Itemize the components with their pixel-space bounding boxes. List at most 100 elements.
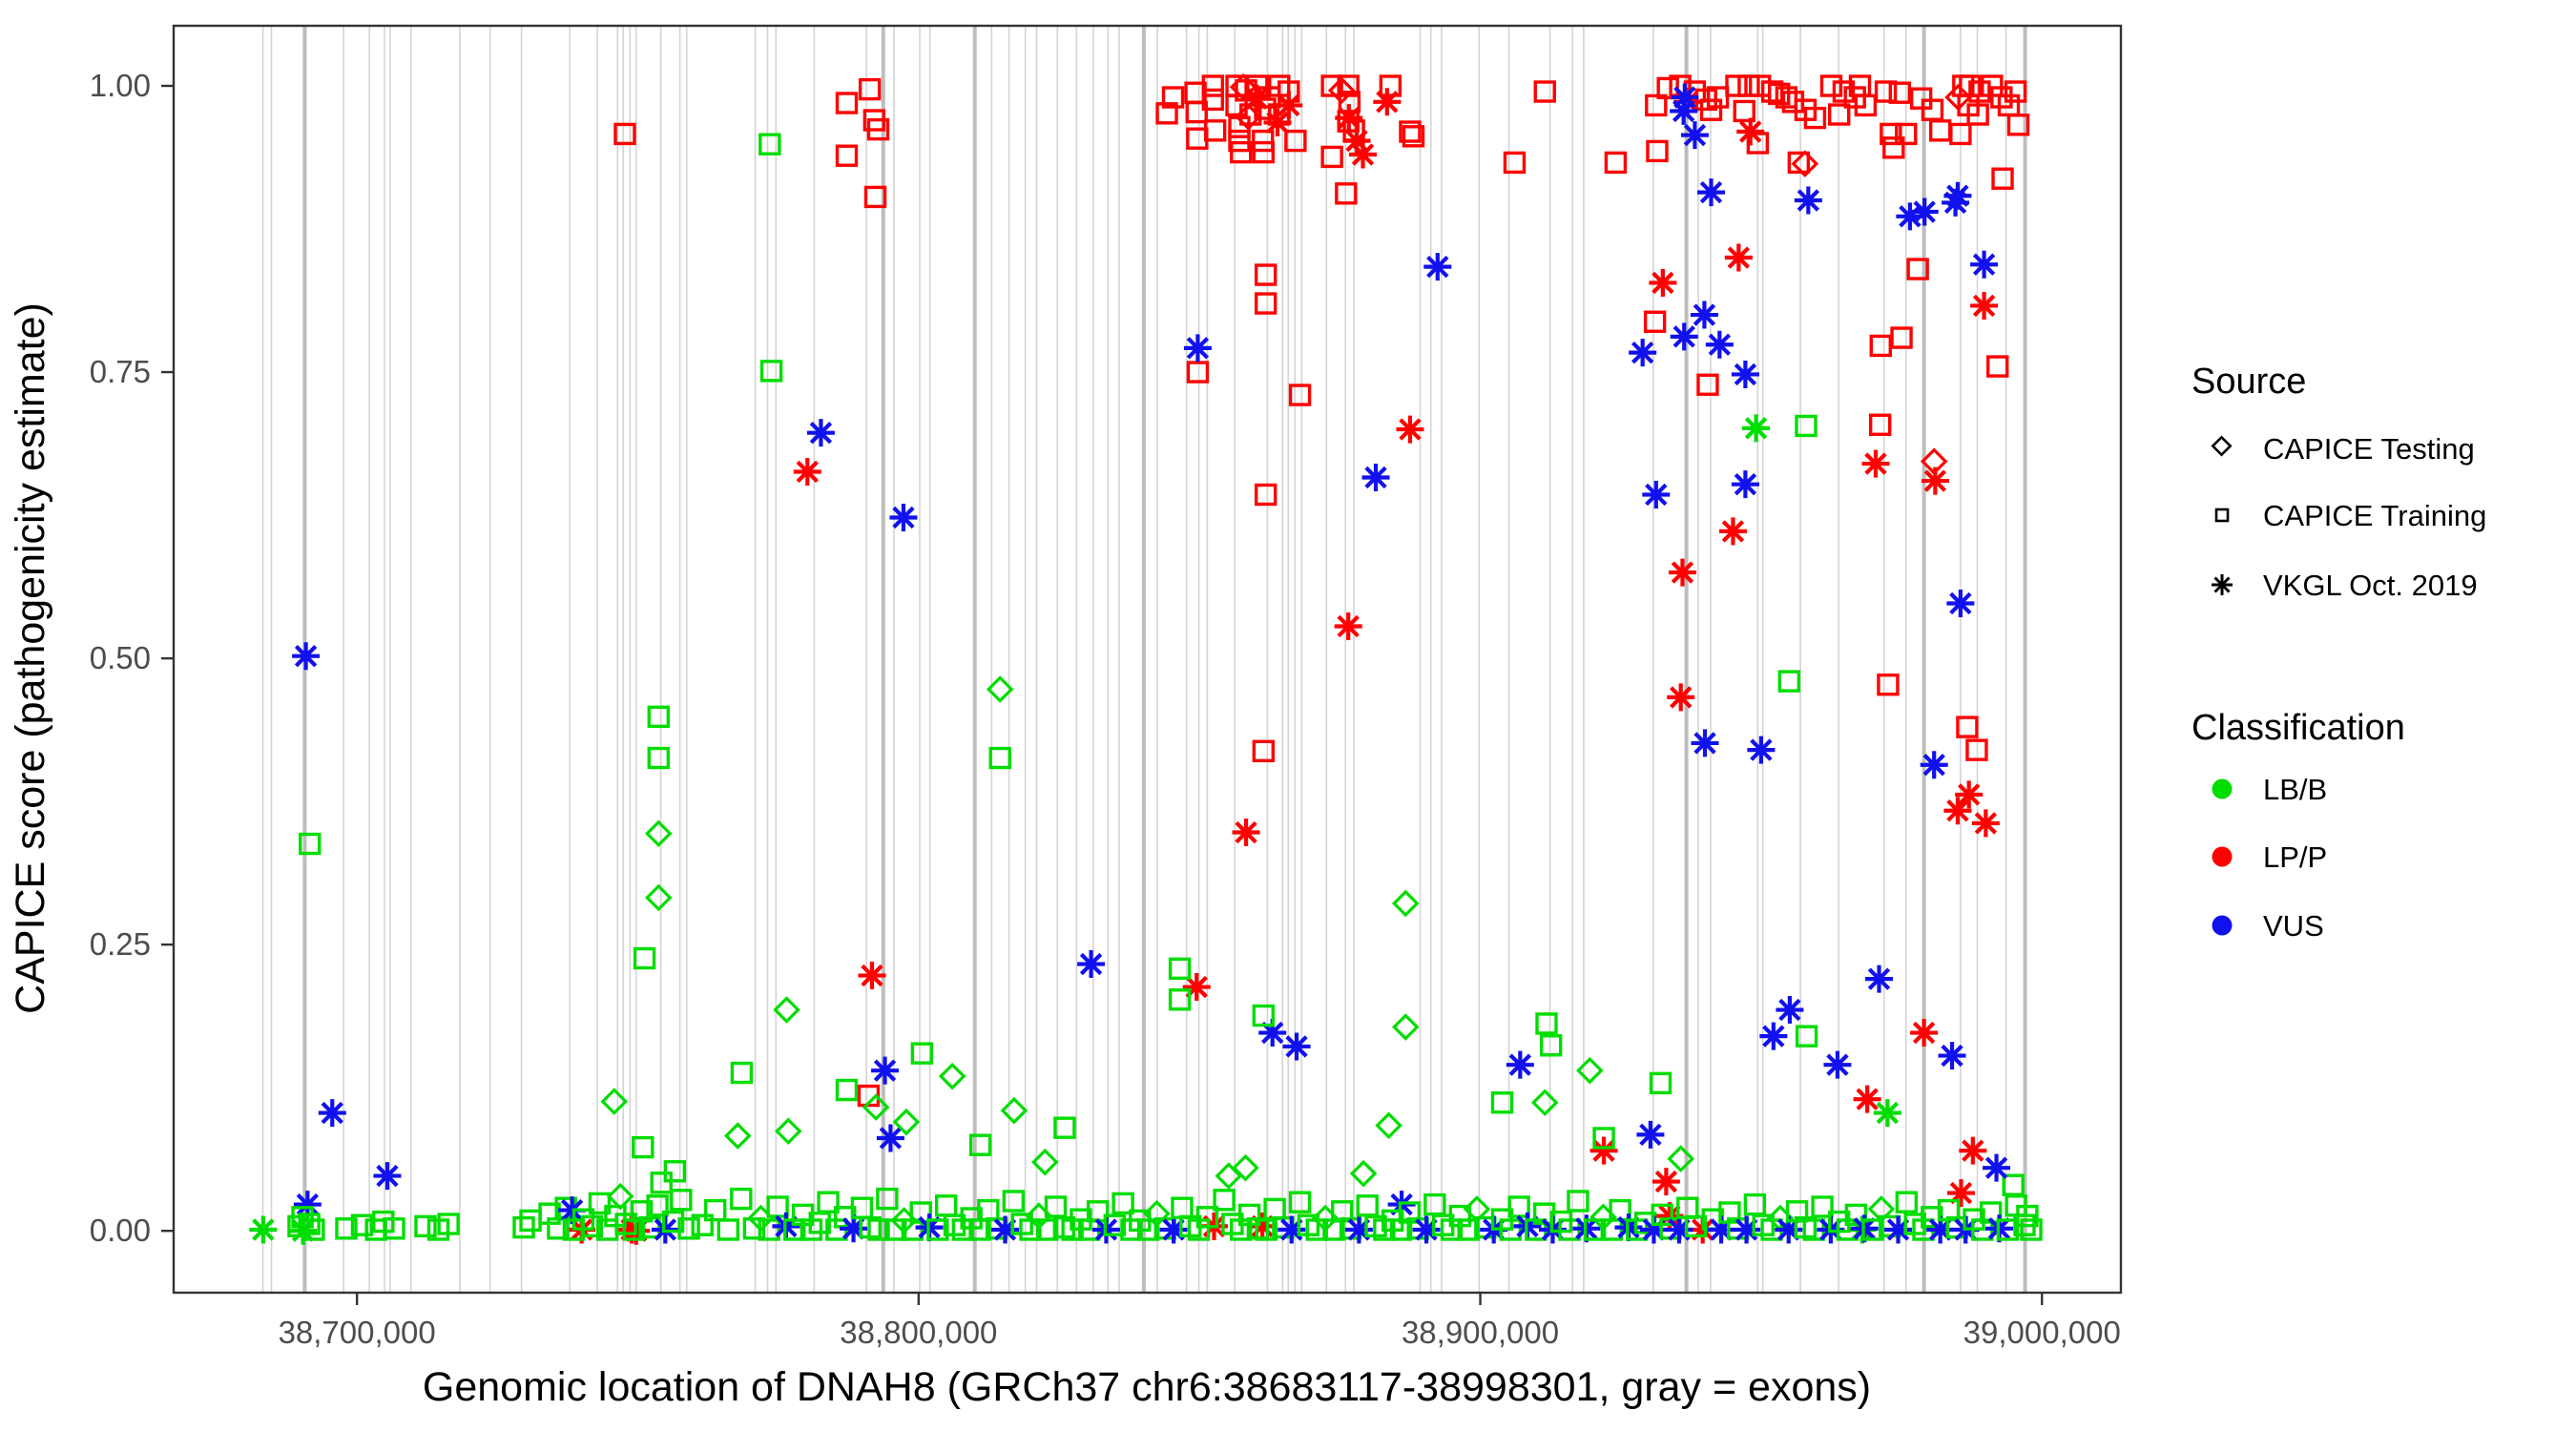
data-point — [1533, 80, 1556, 103]
data-point — [892, 1108, 921, 1136]
data-point — [1373, 88, 1402, 116]
data-point — [1457, 1218, 1480, 1241]
data-point — [1718, 517, 1747, 546]
data-point — [1996, 1218, 2020, 1241]
data-point — [1884, 1215, 1913, 1244]
exon-lines-layer — [261, 26, 2027, 1293]
data-point — [1232, 819, 1260, 847]
data-point — [1861, 1218, 1884, 1241]
data-point — [1943, 181, 1972, 210]
data-point — [1645, 93, 1668, 117]
data-point — [759, 360, 783, 383]
data-point — [793, 457, 821, 486]
data-point — [773, 996, 800, 1024]
data-point — [1636, 1120, 1665, 1149]
data-point — [1263, 108, 1292, 136]
data-point — [1724, 243, 1753, 272]
legend-source: Source CAPICE Testing CAPICE Training VK… — [2192, 362, 2486, 602]
y-axis-title: CAPICE score (pathogenicity estimate) — [8, 302, 53, 1014]
data-point — [1254, 483, 1278, 507]
data-point — [1896, 202, 1924, 231]
y-tick-label: 0.50 — [90, 640, 151, 675]
data-point — [871, 1056, 900, 1085]
data-point — [934, 1194, 958, 1217]
data-point — [302, 1218, 325, 1241]
legend-item-label: VKGL Oct. 2019 — [2263, 569, 2478, 602]
data-point — [1000, 1096, 1028, 1125]
data-point — [1278, 1215, 1306, 1244]
data-point — [1777, 670, 1801, 693]
data-point — [1986, 355, 2009, 378]
data-point — [1053, 1116, 1076, 1139]
data-point — [1254, 292, 1278, 315]
data-point — [1733, 99, 1755, 123]
data-point — [863, 185, 887, 209]
data-point — [661, 1210, 685, 1234]
data-point — [858, 77, 882, 101]
legend-item-vus: VUS — [2212, 909, 2324, 943]
data-point — [613, 122, 636, 146]
data-point — [758, 1218, 780, 1241]
data-point — [1402, 125, 1425, 148]
data-point — [1203, 119, 1227, 142]
data-point — [1284, 129, 1307, 153]
data-point — [938, 1062, 966, 1090]
data-point — [1213, 1189, 1236, 1212]
data-point — [867, 1218, 890, 1241]
data-point — [1943, 797, 1972, 825]
legend-item-label: LP/P — [2263, 840, 2327, 874]
data-point — [1731, 470, 1759, 499]
data-point — [1811, 1195, 1834, 1218]
data-point — [1506, 1050, 1534, 1079]
data-point — [1320, 74, 1343, 97]
data-point — [1242, 84, 1271, 113]
data-point — [1335, 104, 1363, 133]
data-point — [691, 1213, 714, 1236]
data-point — [1938, 1042, 1966, 1070]
data-point — [1035, 1218, 1059, 1241]
data-point — [1639, 1215, 1668, 1244]
data-point — [1171, 1196, 1194, 1219]
data-point — [519, 1209, 542, 1233]
legend-classification-title: Classification — [2192, 708, 2405, 748]
data-point — [1680, 121, 1709, 150]
data-point — [1629, 339, 1657, 367]
data-point — [1736, 117, 1765, 146]
data-point — [1910, 1019, 1939, 1047]
legend-item-lbb: LB/B — [2212, 773, 2327, 806]
data-point — [1248, 1212, 1277, 1240]
data-point — [1361, 463, 1390, 491]
data-point — [645, 883, 673, 912]
panel-border — [172, 24, 2123, 1295]
legend-source-title: Source — [2192, 362, 2306, 402]
data-point — [806, 419, 835, 447]
data-point — [1391, 889, 1420, 918]
data-point — [1861, 449, 1890, 478]
data-point — [588, 1192, 612, 1215]
lpp-dot-icon — [2212, 846, 2233, 867]
data-point — [1956, 716, 1979, 738]
data-point — [1235, 103, 1262, 131]
legend-item-vkgl: VKGL Oct. 2019 — [2212, 569, 2478, 602]
data-point — [1707, 1215, 1735, 1244]
data-point — [1906, 258, 1929, 280]
data-point — [647, 746, 670, 770]
data-point — [1201, 88, 1225, 112]
data-point — [299, 832, 322, 856]
data-point — [1344, 1215, 1373, 1244]
data-point — [1737, 74, 1760, 97]
data-point — [632, 1135, 654, 1159]
data-point — [1604, 151, 1628, 175]
data-point — [1928, 119, 1952, 142]
data-point — [1691, 729, 1719, 757]
data-point — [1920, 447, 1948, 475]
data-point — [558, 1196, 587, 1225]
data-point — [1725, 74, 1748, 97]
x-tick-label: 38,800,000 — [840, 1315, 997, 1350]
data-point — [1375, 1111, 1402, 1140]
data-point — [1195, 1206, 1219, 1229]
data-point — [1185, 100, 1208, 124]
data-point — [1002, 1190, 1026, 1213]
data-point — [1926, 1215, 1955, 1244]
